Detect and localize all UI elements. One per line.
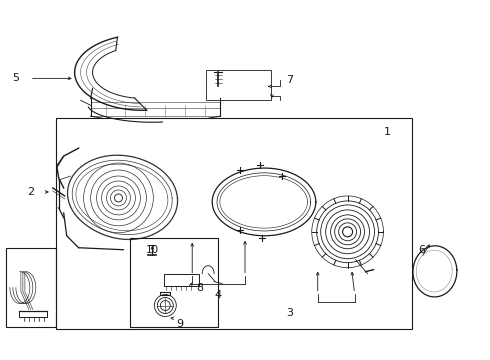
- Text: 3: 3: [286, 309, 294, 319]
- Text: 8: 8: [196, 283, 204, 293]
- Text: 10: 10: [146, 245, 159, 255]
- Bar: [206, 71, 271, 100]
- Bar: [164, 274, 199, 285]
- Text: 2: 2: [27, 187, 34, 197]
- Text: 1: 1: [384, 127, 391, 137]
- Text: 6: 6: [418, 245, 425, 255]
- Text: 5: 5: [12, 73, 20, 84]
- Text: 7: 7: [286, 75, 294, 85]
- Text: 9: 9: [177, 319, 184, 329]
- Bar: [6, 248, 56, 328]
- Text: 4: 4: [215, 289, 221, 300]
- Bar: [56, 118, 413, 329]
- Bar: [130, 238, 218, 328]
